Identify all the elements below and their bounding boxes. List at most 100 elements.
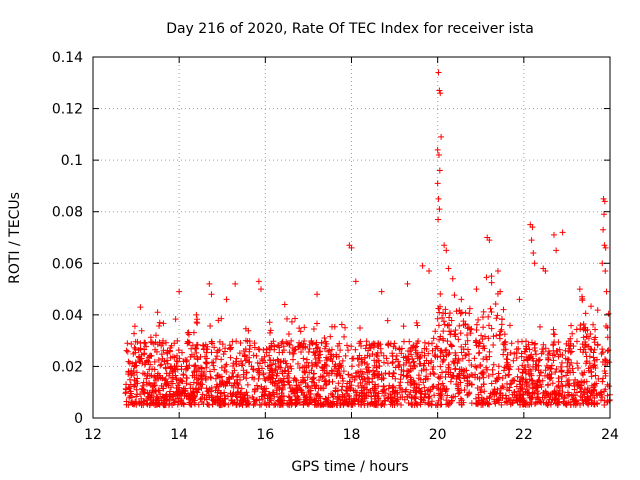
data-point (284, 378, 291, 385)
data-point (184, 365, 191, 372)
data-point (364, 352, 371, 359)
data-point (577, 346, 584, 353)
data-point (229, 362, 236, 369)
data-point (537, 381, 544, 388)
data-point (594, 307, 601, 314)
data-point (258, 365, 265, 372)
data-point (271, 346, 278, 353)
data-point (476, 349, 483, 356)
data-point (455, 390, 462, 397)
data-point (129, 370, 136, 377)
data-point (535, 357, 542, 364)
data-point (380, 352, 387, 359)
data-point (242, 357, 249, 364)
data-point (248, 363, 255, 370)
data-point (309, 363, 316, 370)
data-point (156, 323, 163, 330)
data-point (406, 359, 413, 366)
data-point (286, 349, 293, 356)
data-point (212, 375, 219, 382)
data-point (436, 375, 443, 382)
data-point (160, 347, 167, 354)
data-point (346, 378, 353, 385)
data-point (322, 381, 329, 388)
data-point (369, 351, 376, 358)
data-point (237, 391, 244, 398)
data-point (569, 365, 576, 372)
data-point (544, 382, 551, 389)
data-point (555, 375, 562, 382)
data-point (334, 371, 341, 378)
data-point (574, 338, 581, 345)
data-point (301, 337, 308, 344)
chart-title: Day 216 of 2020, Rate Of TEC Index for r… (166, 21, 534, 37)
data-point (415, 372, 422, 379)
y-tick-label: 0.12 (52, 102, 83, 118)
data-point (292, 376, 299, 383)
data-point (548, 374, 555, 381)
data-point (542, 367, 549, 374)
data-point (321, 400, 328, 407)
data-point (228, 344, 235, 351)
data-point (123, 347, 130, 354)
data-point (593, 400, 600, 407)
data-point (397, 394, 404, 401)
data-point (410, 358, 417, 365)
data-point (309, 376, 316, 383)
data-point (133, 401, 140, 408)
data-point (208, 375, 215, 382)
data-point (442, 373, 449, 380)
data-point (407, 389, 414, 396)
data-point (436, 206, 443, 213)
data-point (316, 377, 323, 384)
data-point (321, 345, 328, 352)
data-point (238, 362, 245, 369)
data-point (477, 340, 484, 347)
data-point (231, 399, 238, 406)
data-point (170, 396, 177, 403)
data-point (602, 244, 609, 251)
data-point (132, 338, 139, 345)
data-point (467, 330, 474, 337)
x-tick-label: 14 (170, 427, 188, 443)
data-point (443, 346, 450, 353)
data-point (281, 301, 288, 308)
axis-ticks: 12 14 16 18 20 22 24 0 0.02 0.04 0.06 0.08 0.1 0.12 0.… (52, 50, 619, 443)
data-point (171, 340, 178, 347)
data-point (203, 346, 210, 353)
data-point (284, 364, 291, 371)
data-point (223, 296, 230, 303)
data-point (349, 401, 356, 408)
data-point (409, 344, 416, 351)
data-point (542, 268, 549, 275)
data-point (292, 392, 299, 399)
data-point (408, 401, 415, 408)
data-point (562, 401, 569, 408)
data-point (580, 349, 587, 356)
data-point (421, 339, 428, 346)
data-point (158, 382, 165, 389)
data-point (601, 242, 608, 249)
data-point (488, 325, 495, 332)
data-point (125, 358, 132, 365)
data-point (274, 356, 281, 363)
data-point (268, 361, 275, 368)
data-point (600, 211, 607, 218)
data-point (223, 368, 230, 375)
data-point (392, 364, 399, 371)
data-point (363, 386, 370, 393)
data-point (485, 401, 492, 408)
data-point (147, 352, 154, 359)
data-point (138, 355, 145, 362)
data-point (152, 332, 159, 339)
data-point (448, 374, 455, 381)
data-point (258, 401, 265, 408)
data-point (546, 350, 553, 357)
data-point (357, 379, 364, 386)
data-point (435, 305, 442, 312)
data-point (360, 390, 367, 397)
data-point (553, 366, 560, 373)
data-point (285, 330, 292, 337)
data-point (564, 363, 571, 370)
data-point (502, 346, 509, 353)
